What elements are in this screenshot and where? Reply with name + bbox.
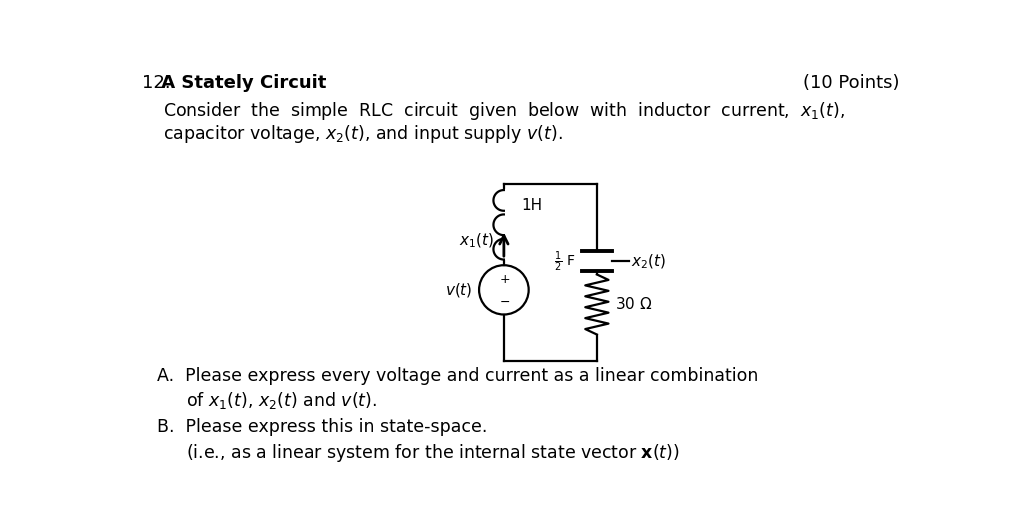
Text: 12.: 12.	[142, 74, 171, 92]
Text: of $x_1(t)$, $x_2(t)$ and $v(t)$.: of $x_1(t)$, $x_2(t)$ and $v(t)$.	[186, 390, 377, 411]
Text: A.  Please express every voltage and current as a linear combination: A. Please express every voltage and curr…	[158, 367, 759, 385]
Text: 30 $\Omega$: 30 $\Omega$	[614, 296, 652, 313]
Text: Consider  the  simple  RLC  circuit  given  below  with  inductor  current,  $x_: Consider the simple RLC circuit given be…	[163, 99, 845, 122]
Text: (10 Points): (10 Points)	[803, 74, 899, 92]
Text: B.  Please express this in state-space.: B. Please express this in state-space.	[158, 418, 487, 436]
Text: 1H: 1H	[521, 198, 542, 213]
Text: (i.e., as a linear system for the internal state vector $\mathbf{x}(t)$): (i.e., as a linear system for the intern…	[186, 442, 680, 463]
Text: +: +	[500, 272, 511, 286]
Text: $v(t)$: $v(t)$	[445, 281, 473, 299]
Text: −: −	[500, 296, 511, 309]
Text: $x_1(t)$: $x_1(t)$	[460, 231, 495, 250]
Text: A Stately Circuit: A Stately Circuit	[155, 74, 327, 92]
Text: capacitor voltage, $x_2(t)$, and input supply $v(t)$.: capacitor voltage, $x_2(t)$, and input s…	[163, 123, 562, 145]
Text: $x_2(t)$: $x_2(t)$	[631, 252, 667, 270]
Text: $\frac{1}{2}$ F: $\frac{1}{2}$ F	[554, 249, 575, 273]
